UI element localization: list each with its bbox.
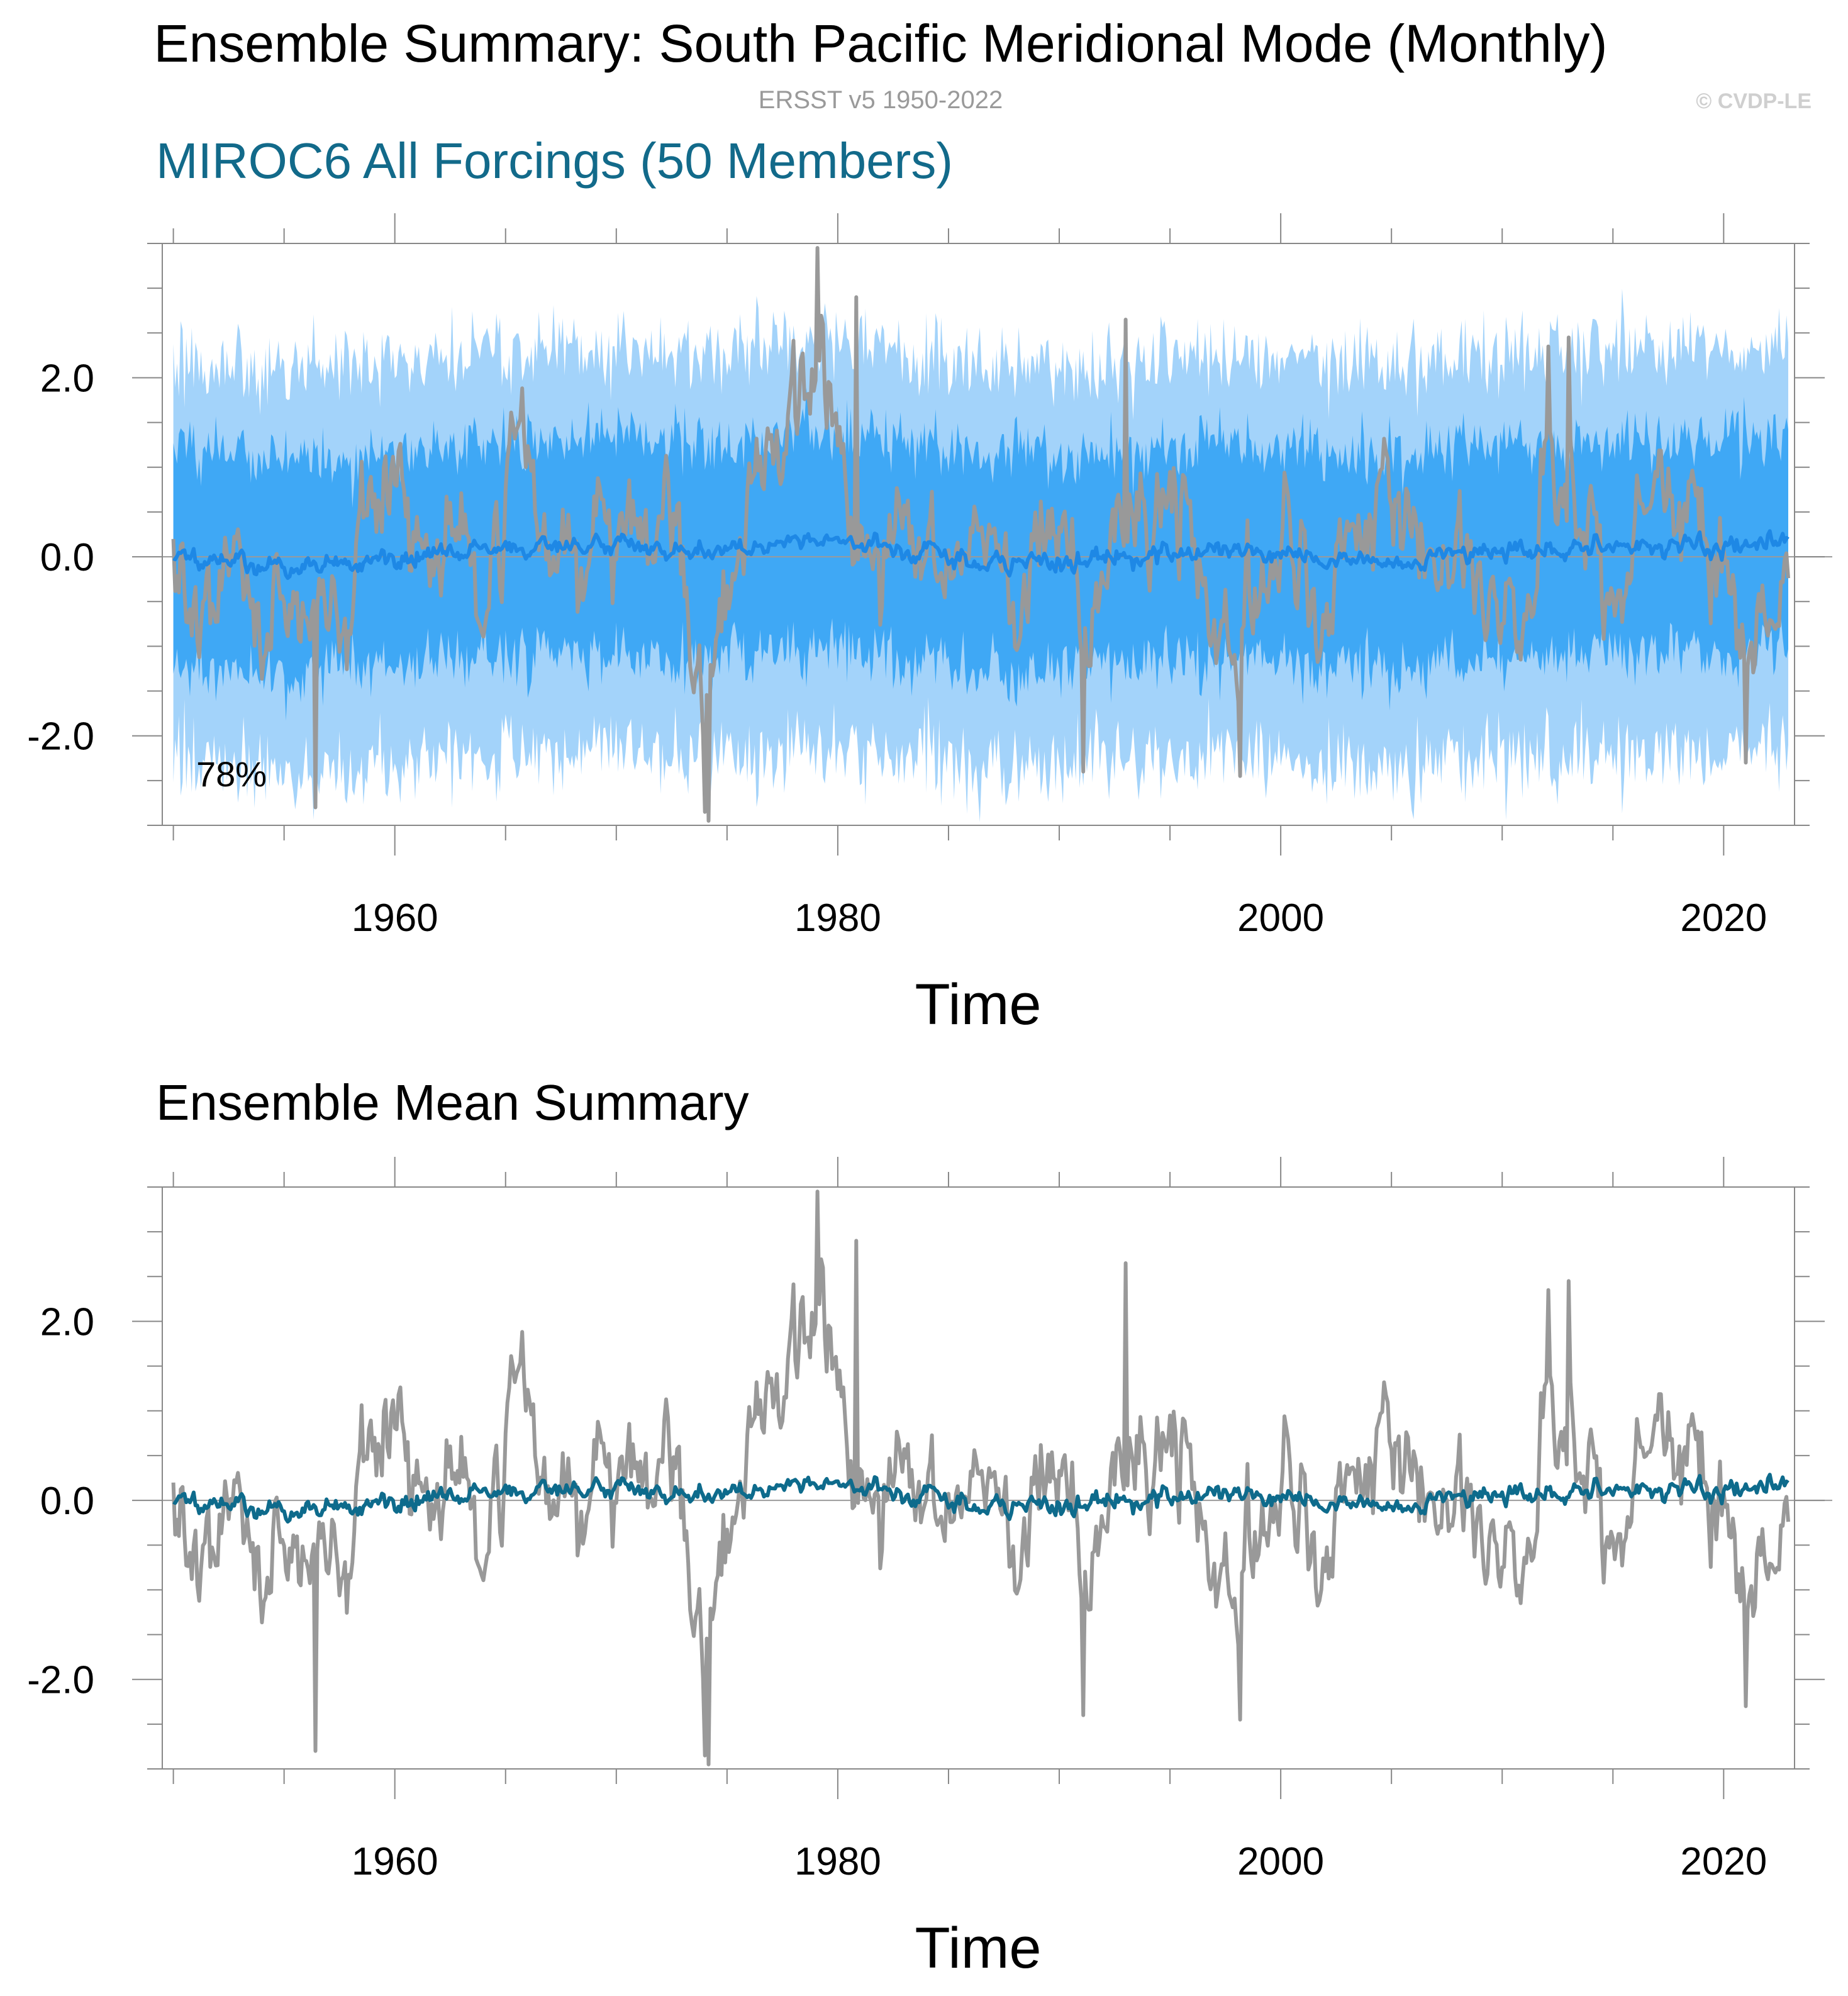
plot-frame <box>162 1186 1795 1770</box>
axis-ticks <box>132 1157 1825 1799</box>
figure-title: Ensemble Summary: South Pacific Meridion… <box>154 14 1608 73</box>
observed-series-line <box>171 1190 1790 1766</box>
ensemble-mean-line <box>172 1473 1790 1524</box>
x-tick-label-1960: 1960 <box>352 896 438 940</box>
x-axis-title: Time <box>915 1916 1041 1980</box>
figure-subtitle: ERSST v5 1950-2022 <box>759 86 1003 114</box>
model-title: MIROC6 All Forcings (50 Members) <box>156 133 953 189</box>
plot-frame <box>162 243 1795 826</box>
x-axis-title: Time <box>915 973 1041 1037</box>
y-tick-label-2: 2.0 <box>40 357 94 400</box>
panel-ensemble-mean-summary: 2.0 0.0 -2.0 1960 1980 2000 2020 Time <box>27 1157 1832 1980</box>
y-tick-label-neg2: -2.0 <box>27 1659 94 1702</box>
inner-spread-band <box>173 387 1788 721</box>
x-tick-label-2020: 2020 <box>1680 896 1767 940</box>
percent-annotation: 78% <box>196 754 267 794</box>
x-tick-label-2000: 2000 <box>1237 1840 1324 1883</box>
x-tick-label-2000: 2000 <box>1237 896 1324 940</box>
observed-series-line <box>171 246 1790 823</box>
x-tick-label-1980: 1980 <box>794 1840 881 1883</box>
y-tick-label-0: 0.0 <box>40 1480 94 1523</box>
panel-ensemble-spread: 2.0 0.0 -2.0 1960 1980 2000 2020 Time 78… <box>27 213 1832 1037</box>
x-tick-label-1980: 1980 <box>794 896 881 940</box>
axis-ticks <box>132 213 1825 856</box>
y-tick-label-0: 0.0 <box>40 536 94 579</box>
panel2-title: Ensemble Mean Summary <box>156 1074 749 1130</box>
y-tick-label-2: 2.0 <box>40 1300 94 1344</box>
x-tick-label-2020: 2020 <box>1680 1840 1767 1883</box>
ensemble-mean-line <box>172 529 1790 580</box>
copyright-label: © CVDP-LE <box>1696 89 1812 113</box>
y-tick-label-neg2: -2.0 <box>27 715 94 759</box>
x-tick-label-1960: 1960 <box>352 1840 438 1883</box>
ensemble-spread-bands <box>173 288 1788 822</box>
